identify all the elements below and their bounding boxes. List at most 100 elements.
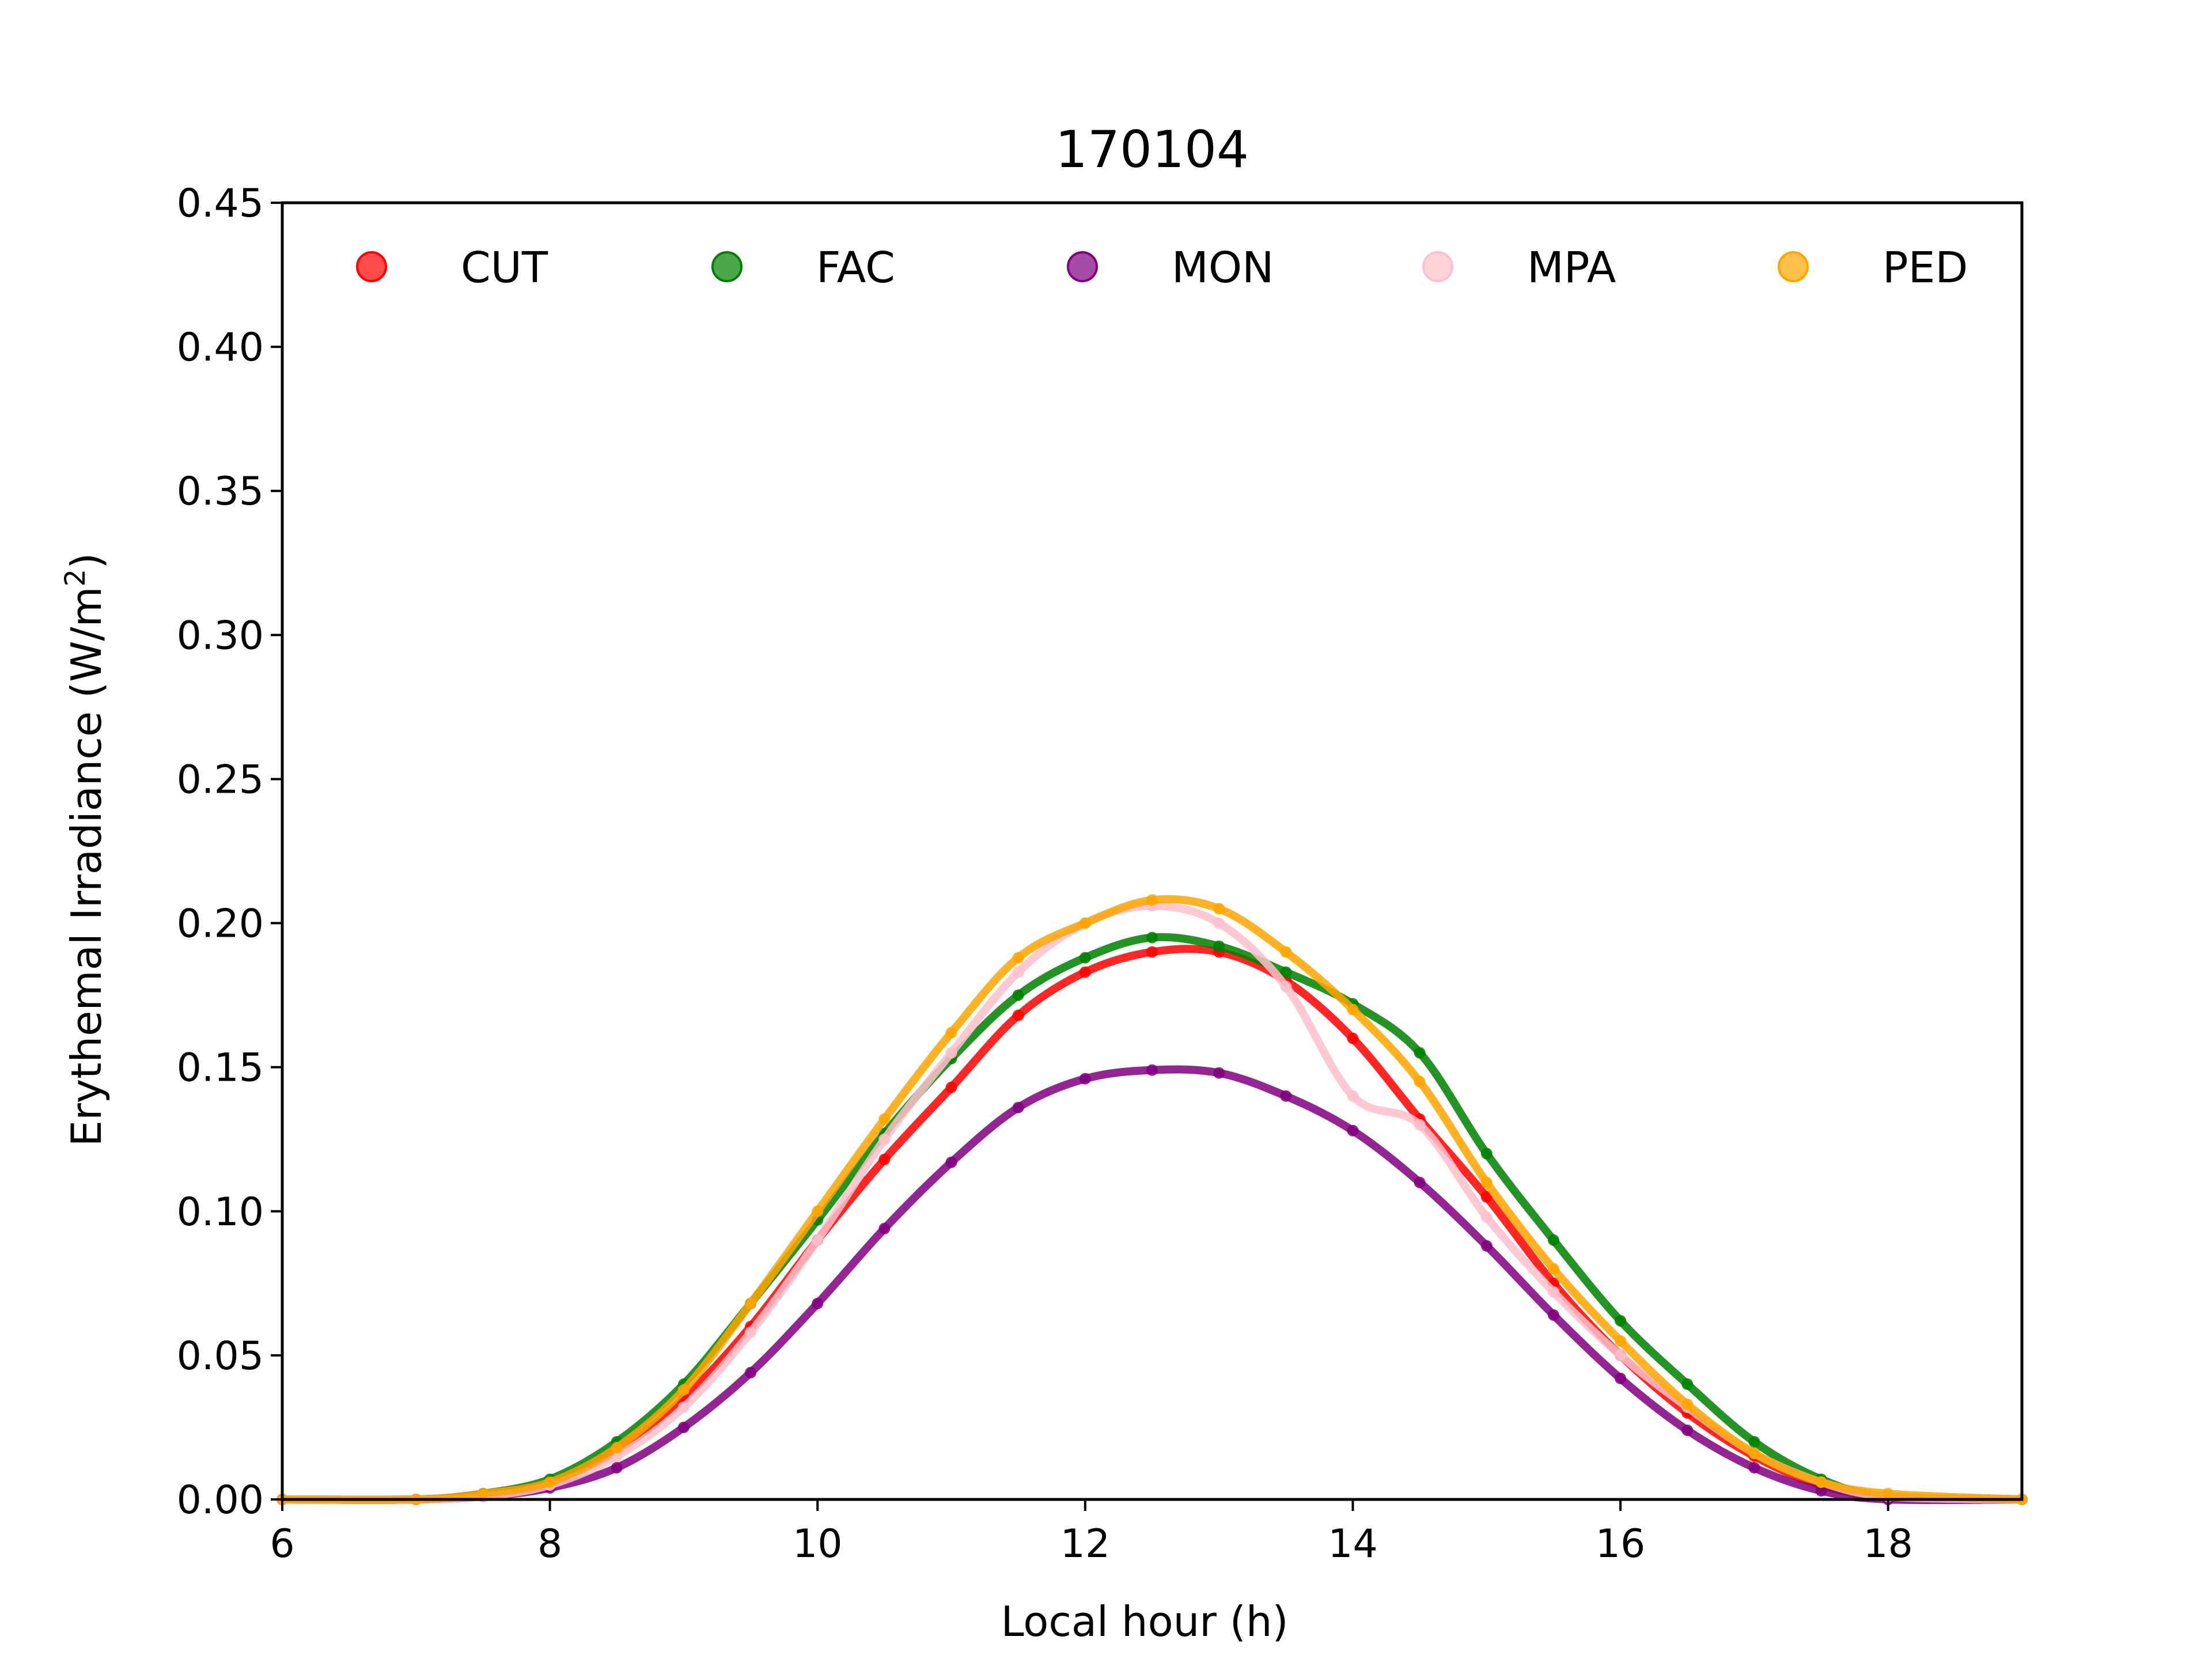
data-point <box>1480 1191 1493 1203</box>
data-point <box>1079 1073 1091 1085</box>
data-point <box>1280 946 1292 958</box>
data-point <box>1414 1047 1426 1059</box>
data-point <box>1012 966 1024 978</box>
axes-frame <box>281 201 2024 1501</box>
legend-marker-mpa <box>1422 251 1453 282</box>
legend-label-fac: FAC <box>816 243 895 293</box>
legend-label-cut: CUT <box>461 243 548 293</box>
y-axis-label: Erythemal Irradiance (W/m2) <box>59 553 111 1147</box>
data-point <box>745 1326 757 1338</box>
data-point <box>1882 1487 1894 1499</box>
data-point <box>1414 1176 1426 1188</box>
data-point <box>1815 1476 1827 1488</box>
legend-marker-ped <box>1778 251 1809 282</box>
data-point <box>1146 946 1158 958</box>
data-point <box>1347 1032 1359 1044</box>
data-point <box>1615 1372 1627 1384</box>
data-point <box>745 1297 757 1309</box>
data-point <box>1079 966 1091 978</box>
data-point <box>1615 1315 1627 1327</box>
data-point <box>1012 952 1024 964</box>
series-layer <box>276 894 2028 1505</box>
data-point <box>1615 1335 1627 1347</box>
data-point <box>1012 1009 1024 1021</box>
data-point <box>1079 952 1091 964</box>
data-point <box>1480 1240 1493 1252</box>
y-tick-label: 0.00 <box>177 1478 264 1523</box>
data-point <box>1079 917 1091 929</box>
y-tick-label: 0.15 <box>177 1046 264 1091</box>
data-point <box>1414 1075 1426 1088</box>
data-point <box>1681 1398 1694 1410</box>
data-point <box>1681 1424 1694 1436</box>
y-tick-label: 0.45 <box>177 181 264 226</box>
data-point <box>1213 940 1225 952</box>
data-point <box>812 1297 824 1309</box>
data-point <box>1213 1067 1225 1079</box>
data-point <box>945 1156 957 1168</box>
data-point <box>1280 1090 1292 1102</box>
y-tick-label: 0.05 <box>177 1334 264 1379</box>
data-point <box>878 1113 891 1125</box>
data-point <box>611 1441 623 1453</box>
data-point <box>1280 980 1292 993</box>
data-point <box>812 1234 824 1246</box>
data-point <box>1615 1349 1627 1361</box>
data-point <box>1547 1263 1559 1275</box>
legend-label-mon: MON <box>1172 243 1274 293</box>
data-point <box>1480 1147 1493 1160</box>
data-point <box>1213 903 1225 915</box>
data-point <box>1414 1119 1426 1131</box>
data-point <box>878 1222 891 1234</box>
data-point <box>1748 1435 1760 1448</box>
data-point <box>1146 894 1158 906</box>
data-point <box>812 1205 824 1217</box>
x-tick-label: 8 <box>537 1521 562 1567</box>
y-tick-label: 0.10 <box>177 1190 264 1235</box>
y-axis-label-tail: ) <box>62 553 111 569</box>
y-tick-label: 0.35 <box>177 469 264 514</box>
data-point <box>544 1476 556 1488</box>
data-point <box>1146 1064 1158 1076</box>
x-axis: 6 8 10 12 14 16 18 <box>270 1499 1913 1567</box>
legend-marker-mon <box>1067 251 1098 282</box>
data-point <box>677 1384 690 1396</box>
data-point <box>1681 1378 1694 1390</box>
y-axis-label-main: Erythemal Irradiance (W/m <box>62 586 111 1146</box>
x-tick-label: 10 <box>793 1521 843 1567</box>
legend: CUT FAC MON MPA PED <box>356 243 1968 293</box>
legend-label-mpa: MPA <box>1527 243 1616 293</box>
series-ped <box>276 894 2028 1505</box>
data-point <box>1280 966 1292 978</box>
legend-label-ped: PED <box>1883 243 1968 293</box>
y-tick-label: 0.30 <box>177 613 264 658</box>
data-point <box>945 1081 957 1093</box>
data-point <box>1815 1484 1827 1497</box>
data-point <box>1480 1176 1493 1188</box>
data-point <box>677 1421 690 1433</box>
data-point <box>477 1487 489 1499</box>
data-point <box>1213 917 1225 929</box>
data-point <box>1547 1286 1559 1298</box>
x-tick-label: 14 <box>1328 1521 1378 1567</box>
series-mon <box>276 1064 2028 1505</box>
data-point <box>945 1047 957 1059</box>
y-tick-label: 0.25 <box>177 757 264 802</box>
data-point <box>1146 931 1158 944</box>
legend-marker-cut <box>356 251 387 282</box>
data-point <box>945 1027 957 1039</box>
y-axis: 0.00 0.05 0.10 0.15 0.20 0.25 0.30 0.35 0.40 0.45 <box>177 181 282 1523</box>
y-tick-label: 0.40 <box>177 325 264 370</box>
plot-area <box>276 894 2028 1505</box>
data-point <box>1748 1461 1760 1474</box>
y-axis-label-sup: 2 <box>59 569 92 587</box>
data-point <box>1012 1101 1024 1113</box>
x-tick-label: 12 <box>1060 1521 1111 1567</box>
data-point <box>1347 1003 1359 1016</box>
legend-marker-fac <box>711 251 743 282</box>
chart-title: 170104 <box>1055 120 1249 179</box>
data-point <box>677 1401 690 1413</box>
y-tick-label: 0.20 <box>177 902 264 947</box>
